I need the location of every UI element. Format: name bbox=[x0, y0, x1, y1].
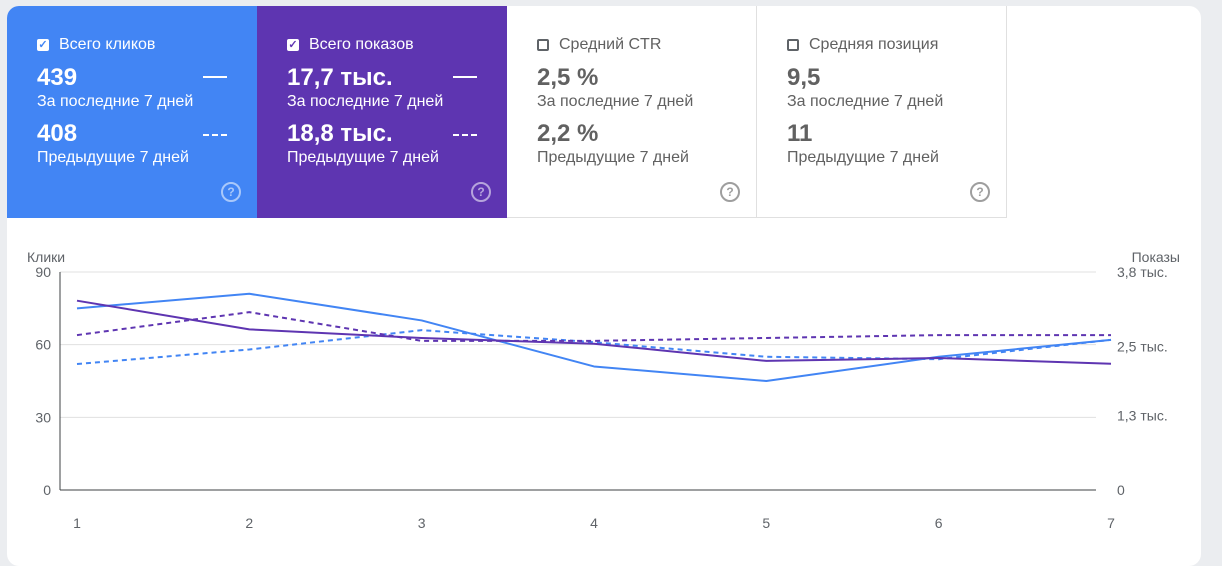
x-tick-label: 6 bbox=[935, 515, 943, 531]
x-tick-label: 5 bbox=[762, 515, 770, 531]
y-tick-label-left: 30 bbox=[35, 409, 51, 425]
x-tick-label: 3 bbox=[418, 515, 426, 531]
x-tick-label: 4 bbox=[590, 515, 598, 531]
y-tick-label-right: 1,3 тыс. bbox=[1117, 407, 1168, 423]
x-tick-label: 7 bbox=[1107, 515, 1115, 531]
y-tick-label-right: 3,8 тыс. bbox=[1117, 264, 1168, 280]
y-tick-label-left: 60 bbox=[35, 337, 51, 353]
y-axis-title-left: Клики bbox=[27, 249, 65, 265]
series-line-clicks-current bbox=[77, 294, 1111, 381]
y-tick-label-right: 0 bbox=[1117, 482, 1125, 498]
performance-chart: Клики Показы 0 30 60 90 0 1,3 тыс. 2,5 тыс. 3,8 т… bbox=[7, 6, 1201, 553]
y-tick-label-left: 0 bbox=[43, 482, 51, 498]
x-tick-label: 1 bbox=[73, 515, 81, 531]
y-tick-label-right: 2,5 тыс. bbox=[1117, 339, 1168, 355]
y-axis-title-right: Показы bbox=[1132, 249, 1180, 265]
y-tick-label-left: 90 bbox=[35, 264, 51, 280]
x-tick-label: 2 bbox=[245, 515, 253, 531]
